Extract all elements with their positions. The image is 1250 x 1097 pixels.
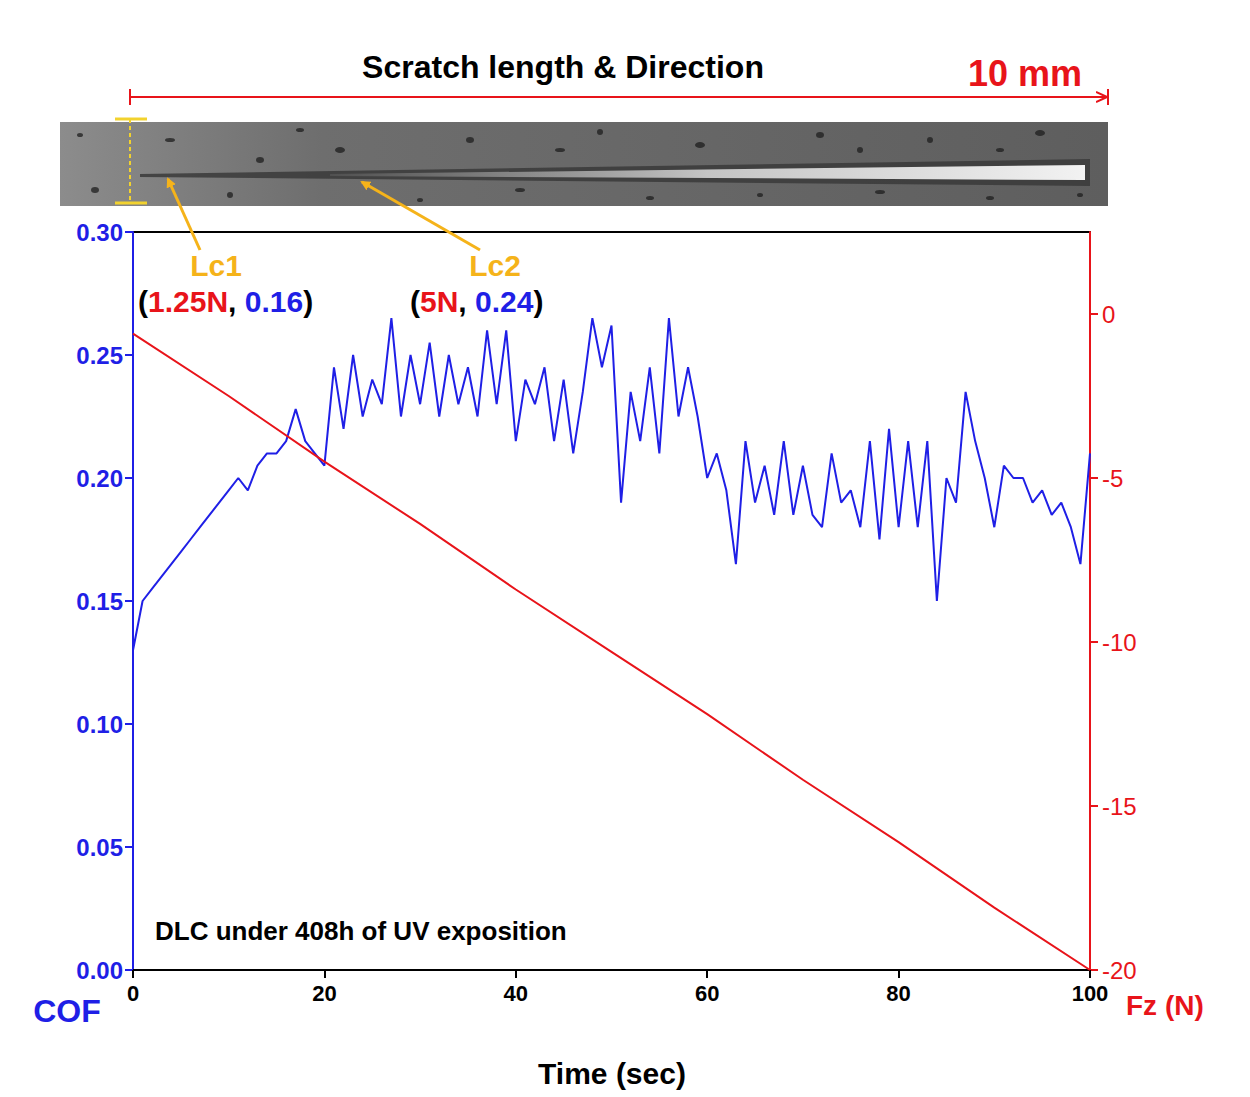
svg-text:DLC under 408h of UV expositio: DLC under 408h of UV exposition: [155, 916, 567, 946]
svg-text:COF: COF: [33, 993, 101, 1029]
svg-text:0.20: 0.20: [76, 465, 123, 492]
svg-text:Scratch length & Direction: Scratch length & Direction: [362, 49, 764, 85]
svg-text:-20: -20: [1102, 957, 1137, 984]
svg-text:60: 60: [695, 981, 719, 1006]
svg-text:0.30: 0.30: [76, 219, 123, 246]
svg-text:0: 0: [127, 981, 139, 1006]
svg-text:-10: -10: [1102, 629, 1137, 656]
svg-text:80: 80: [886, 981, 910, 1006]
svg-text:20: 20: [312, 981, 336, 1006]
svg-text:10 mm: 10 mm: [968, 53, 1082, 94]
svg-text:0.10: 0.10: [76, 711, 123, 738]
svg-text:(1.25N, 0.16): (1.25N, 0.16): [138, 285, 313, 318]
svg-text:Time (sec): Time (sec): [538, 1057, 686, 1090]
svg-text:0.25: 0.25: [76, 342, 123, 369]
svg-text:Lc1: Lc1: [190, 249, 242, 282]
svg-text:40: 40: [504, 981, 528, 1006]
svg-text:0: 0: [1102, 301, 1115, 328]
svg-text:-5: -5: [1102, 465, 1123, 492]
svg-text:Lc2: Lc2: [469, 249, 521, 282]
svg-text:0.15: 0.15: [76, 588, 123, 615]
svg-text:-15: -15: [1102, 793, 1137, 820]
svg-text:0.05: 0.05: [76, 834, 123, 861]
svg-text:Fz (N): Fz (N): [1126, 990, 1204, 1021]
svg-text:(5N, 0.24): (5N, 0.24): [410, 285, 543, 318]
svg-text:0.00: 0.00: [76, 957, 123, 984]
svg-text:100: 100: [1072, 981, 1109, 1006]
